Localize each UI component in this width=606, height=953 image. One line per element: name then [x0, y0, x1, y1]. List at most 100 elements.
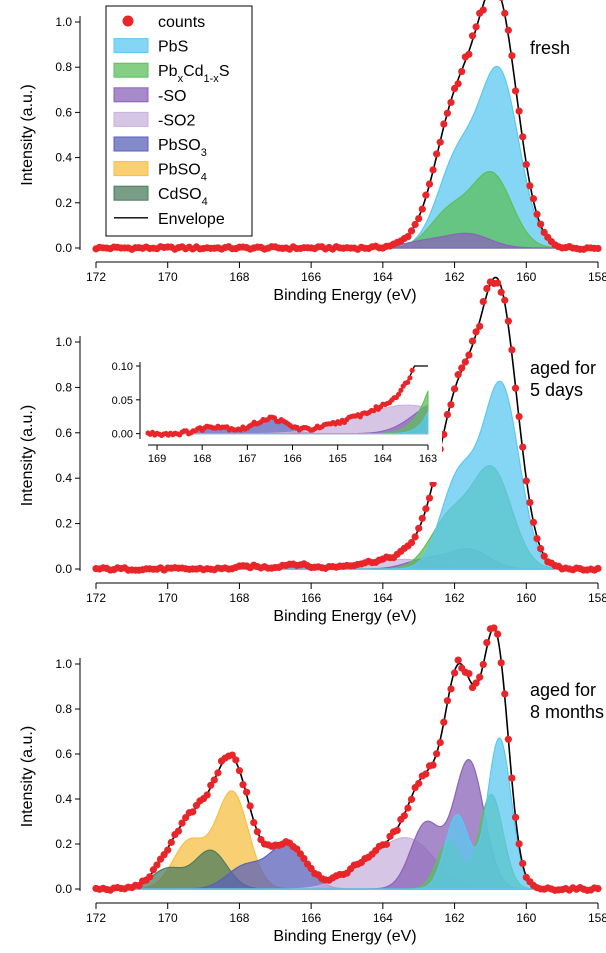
y-tick-label: 0.6: [55, 747, 72, 761]
count-point: [490, 624, 498, 632]
x-axis-label: Binding Energy (eV): [273, 608, 416, 625]
count-point: [404, 804, 412, 812]
legend-swatch-PbS: [113, 38, 149, 54]
count-point: [447, 685, 455, 693]
y-tick-label: 1.0: [55, 657, 72, 671]
y-tick-label: 0.2: [55, 517, 72, 531]
y-tick-label: 1.0: [55, 15, 72, 29]
y-tick-label: 0.4: [55, 792, 72, 806]
count-point: [404, 232, 412, 241]
legend-label-SO: -SO: [158, 88, 186, 105]
count-point: [497, 288, 505, 296]
count-point: [440, 718, 448, 726]
count-point: [483, 284, 491, 293]
panel-aged-5-days: 0.0 0.2 0.4 0.6 0.8 1.0 172 170 168 166 164 162 160 1…: [19, 276, 606, 625]
y-tick-label: 0.4: [55, 471, 72, 485]
inset-x-tick-label: 167: [238, 453, 256, 465]
x-tick-label: 158: [588, 270, 606, 284]
inset-x-tick-label: 166: [283, 453, 301, 465]
count-point: [533, 535, 541, 543]
panel-fresh: 0.0 0.2 0.4 0.6 0.8 1.0 172 170 168 166 164 162 160 1…: [19, 0, 606, 304]
count-point: [476, 322, 484, 330]
x-tick-label: 170: [158, 591, 178, 605]
count-point: [450, 385, 459, 393]
legend-label-SO2: -SO2: [158, 112, 195, 129]
count-point: [511, 813, 520, 821]
count-point: [429, 166, 437, 174]
inset-x-tick-label: 163: [419, 453, 437, 465]
count-point: [411, 220, 419, 229]
count-point: [519, 133, 527, 141]
count-point: [472, 328, 480, 336]
x-tick-label: 166: [301, 591, 321, 605]
legend-label-PbS: PbS: [158, 39, 188, 56]
legend-label-CdSO4: CdSO4: [158, 186, 208, 208]
x-axis-label: Binding Energy (eV): [273, 287, 416, 304]
count-point: [476, 673, 484, 681]
count-point: [447, 98, 455, 107]
count-point: [425, 180, 434, 188]
inset-x-tick-label: 168: [193, 453, 211, 465]
y-tick-label: 0.6: [55, 426, 72, 440]
count-point: [465, 351, 473, 359]
count-point: [253, 828, 261, 836]
count-point: [522, 477, 530, 485]
legend-swatch-PbSO3: [113, 136, 149, 152]
count-point: [207, 781, 215, 789]
count-point: [468, 337, 477, 345]
x-tick-label: 168: [229, 591, 249, 605]
count-point: [415, 214, 423, 223]
inset-y-tick-label: 0.10: [112, 361, 133, 373]
count-point: [418, 205, 426, 213]
count-point: [458, 67, 466, 76]
count-point: [472, 679, 480, 687]
count-point: [235, 767, 244, 775]
inset-x-tick-label: 169: [148, 453, 166, 465]
x-tick-label: 172: [86, 270, 106, 284]
count-point: [511, 384, 520, 392]
count-point: [178, 819, 186, 827]
count-point: [461, 358, 469, 366]
y-tick-label: 0.2: [55, 196, 72, 210]
count-point: [232, 756, 240, 764]
legend: countsPbSPbxCd1-xS-SO-SO2PbSO3PbSO4CdSO4…: [105, 5, 253, 237]
x-tick-label: 162: [445, 270, 465, 284]
count-point: [508, 52, 516, 60]
count-point: [167, 838, 175, 846]
count-point: [250, 819, 258, 827]
x-tick-label: 172: [86, 911, 106, 925]
x-tick-label: 170: [158, 270, 178, 284]
count-point: [497, 659, 505, 667]
count-point: [433, 750, 441, 758]
count-point: [214, 769, 222, 777]
inset-x-tick-label: 165: [328, 453, 346, 465]
inset-count-point: [398, 387, 404, 393]
count-point: [465, 670, 473, 678]
count-point: [594, 564, 602, 573]
legend-swatch-PbCdS: [113, 62, 149, 78]
count-point: [458, 364, 466, 372]
count-point: [415, 524, 423, 532]
count-point: [153, 861, 161, 869]
y-tick-label: 0.8: [55, 380, 72, 394]
count-point: [465, 50, 473, 58]
count-point: [501, 296, 509, 304]
y-tick-label: 0.6: [55, 105, 72, 119]
count-point: [508, 774, 516, 782]
count-point: [440, 120, 448, 128]
x-tick-label: 168: [229, 911, 249, 925]
count-point: [479, 6, 487, 14]
count-point: [494, 279, 502, 287]
count-point: [529, 518, 538, 526]
count-point: [594, 884, 602, 893]
panel-aged-8-months: 0.0 0.2 0.4 0.6 0.8 1.0 172 170 168 166 164 162 160 1…: [19, 624, 606, 945]
y-tick-label: 0.0: [55, 882, 72, 896]
count-point: [422, 770, 430, 778]
count-point: [407, 538, 416, 547]
x-tick-label: 160: [516, 270, 536, 284]
condition-label: 8 months: [530, 702, 604, 722]
count-point: [429, 761, 437, 769]
legend-marker-counts: [122, 15, 134, 27]
condition-label: aged for: [530, 680, 596, 700]
